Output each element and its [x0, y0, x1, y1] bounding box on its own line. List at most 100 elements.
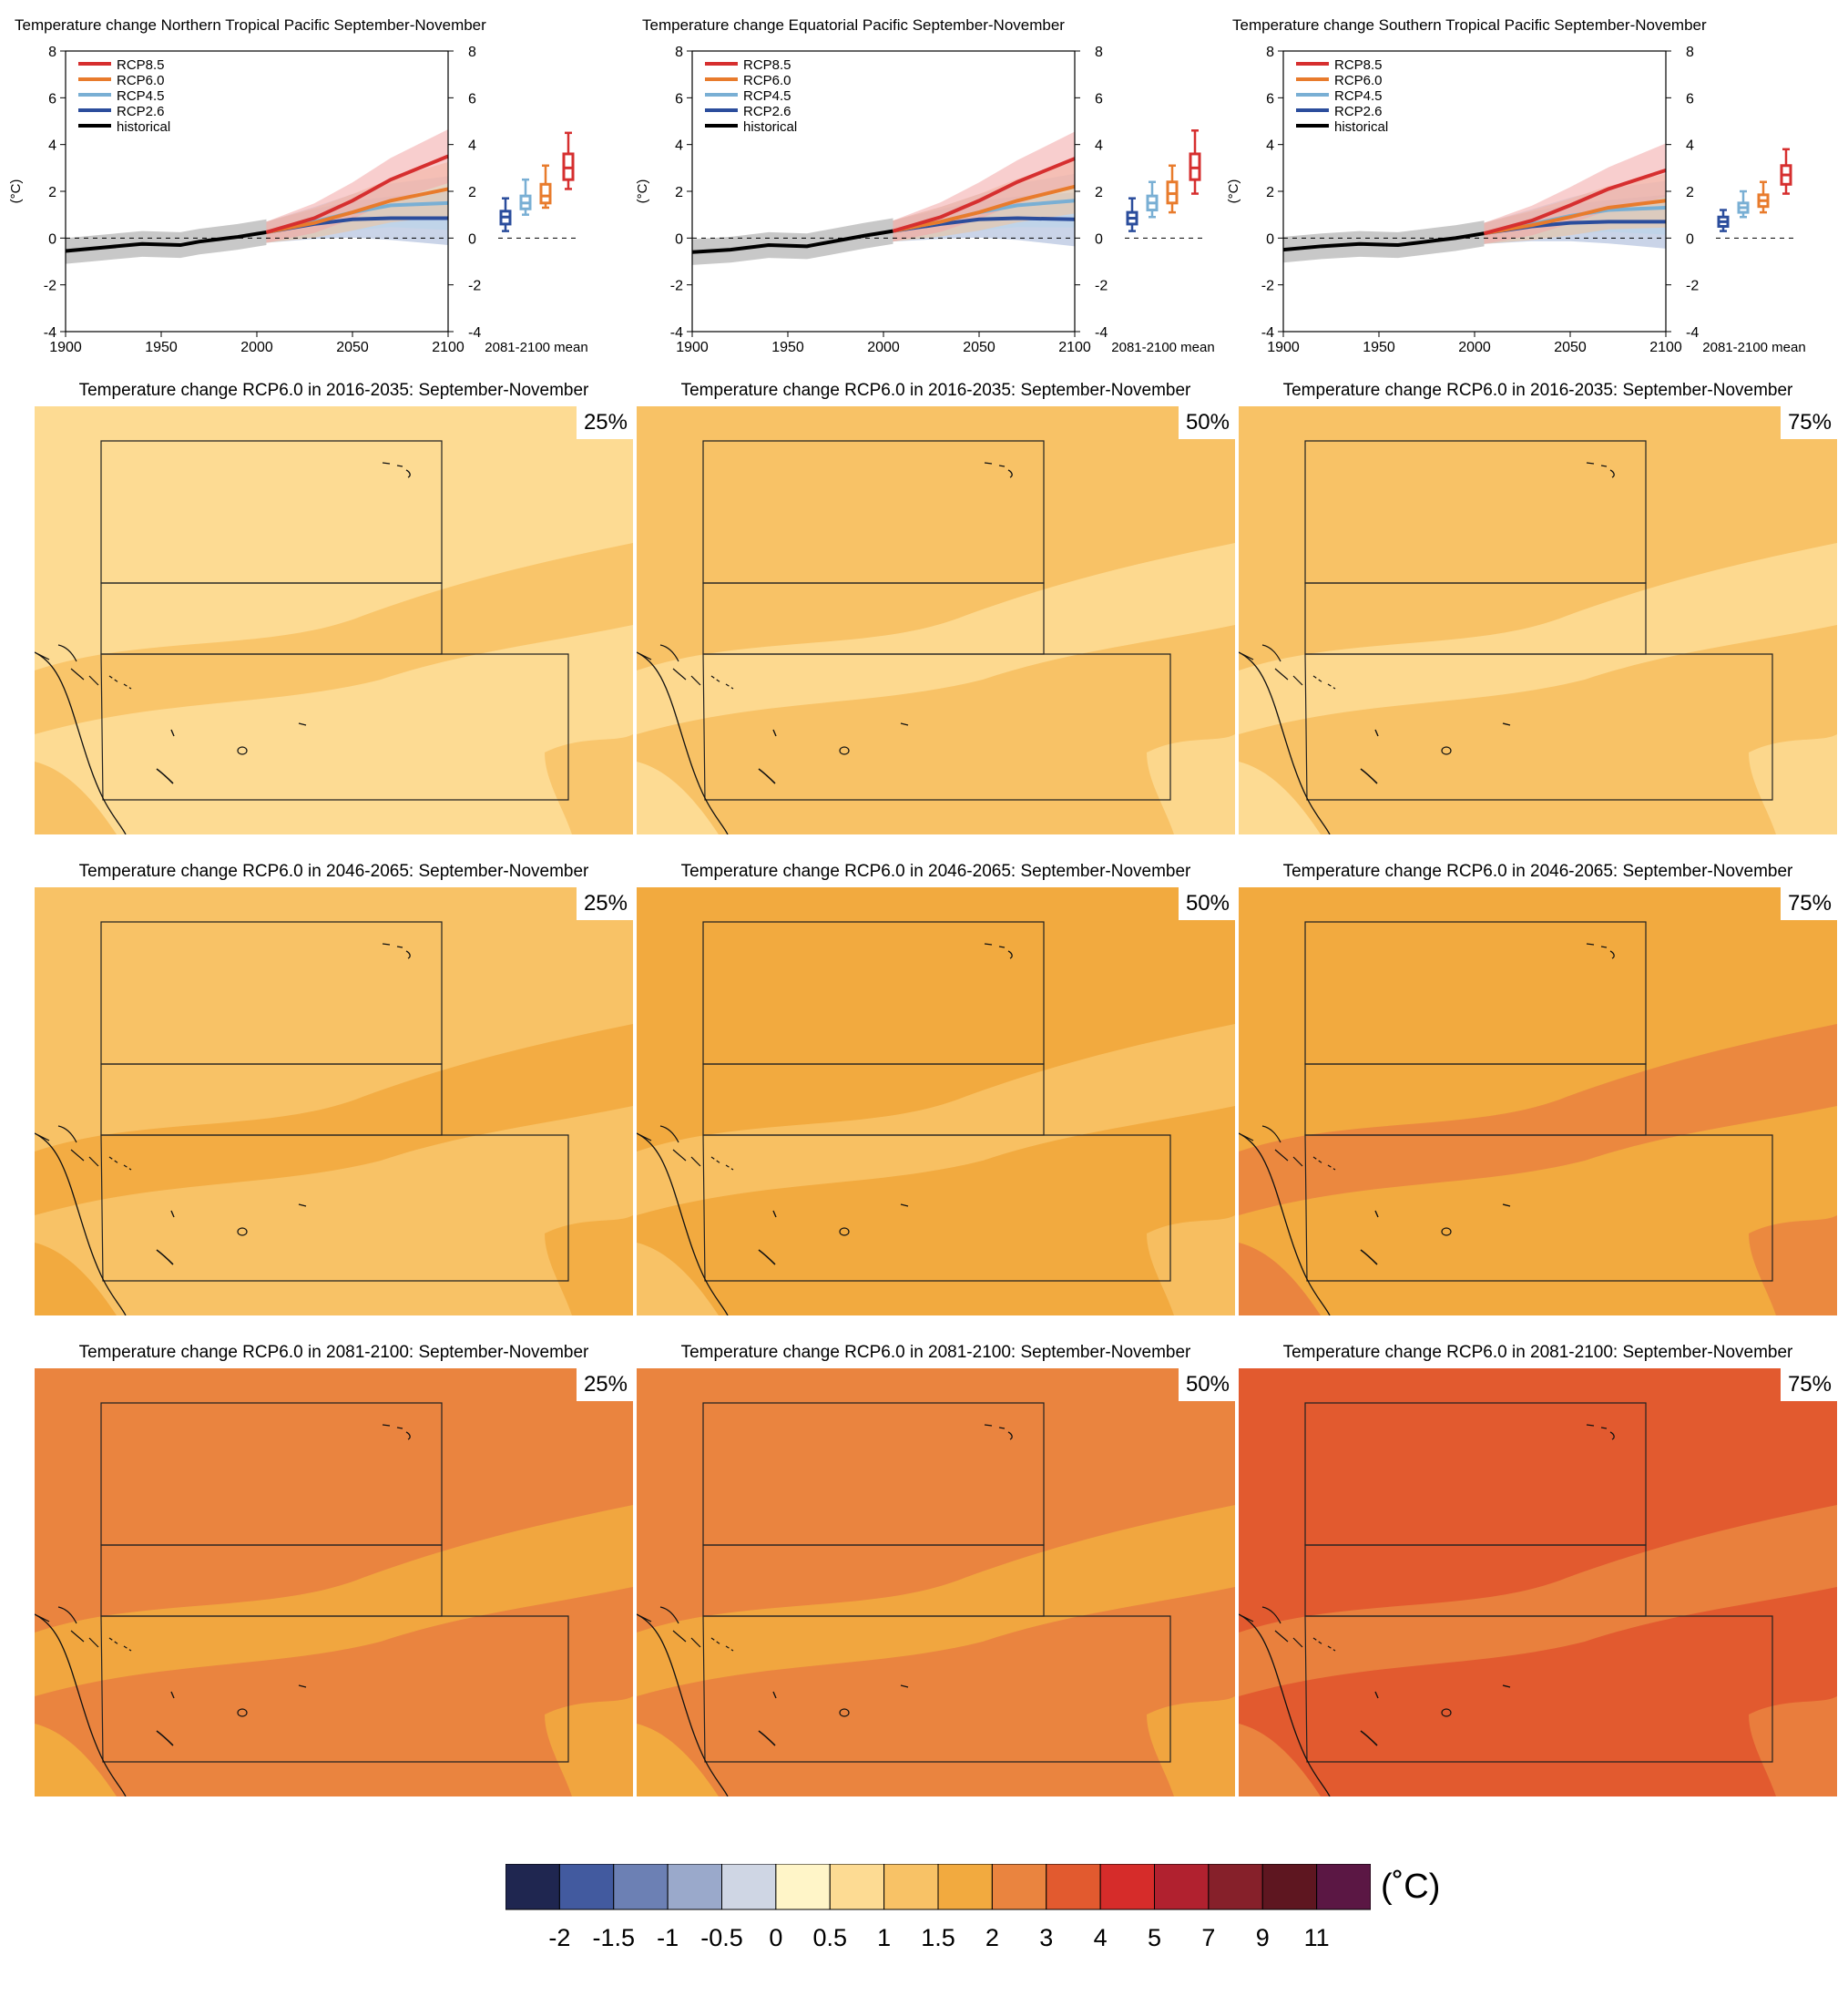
- coastline-australia: [35, 1613, 127, 1796]
- y-tick-label: 6: [1095, 91, 1103, 107]
- island-hawaii: [984, 462, 1013, 478]
- y-tick-label: 6: [675, 91, 683, 107]
- contour-band: [1749, 1215, 1837, 1315]
- coastline-png: [639, 1606, 701, 1648]
- island-fiji: [839, 1708, 850, 1717]
- region-box-south: [100, 1615, 569, 1763]
- coastline-solomons: [710, 1637, 734, 1652]
- contour-band: [35, 1243, 117, 1315]
- map-plot: [637, 406, 1235, 834]
- island-hawaii: [1586, 1424, 1615, 1440]
- y-tick-label: 0: [675, 231, 683, 247]
- legend-label: RCP4.5: [743, 88, 791, 104]
- map-panel: 75%: [1239, 1368, 1837, 1796]
- box-label: 2081-2100 mean: [1111, 340, 1214, 355]
- colorbar-swatch: [1046, 1864, 1101, 1910]
- percentile-label: 25%: [576, 887, 633, 920]
- map-panel: 25%: [35, 887, 633, 1315]
- contour-band: [1239, 1724, 1321, 1796]
- region-box-south: [702, 1615, 1171, 1763]
- contour-band: [35, 1505, 633, 1696]
- x-tick-label: 2000: [240, 340, 273, 355]
- timeseries-plot: -4 -4 -2 -2 0 0 2 2 4 4 6 6 8 8 1900 1950 2000 2050 2100 (°…: [8, 45, 588, 355]
- island-hawaii: [382, 1424, 411, 1440]
- y-tick-label: 8: [48, 45, 56, 60]
- y-tick-label: 8: [1095, 45, 1103, 60]
- island-vanuatu: [772, 1210, 777, 1218]
- x-tick-label: 2100: [432, 340, 465, 355]
- x-tick-label: 2050: [1554, 340, 1587, 355]
- region-box-south: [1304, 653, 1773, 801]
- colorbar-swatch: [829, 1864, 885, 1910]
- contour-band: [637, 1505, 1235, 1696]
- map-title: Temperature change RCP6.0 in 2016-2035: …: [680, 381, 1191, 400]
- box-iqr: [539, 182, 552, 205]
- coastline-solomons: [1312, 1637, 1336, 1652]
- coastline-australia: [35, 651, 127, 834]
- coastline-australia: [637, 1132, 729, 1315]
- contour-band: [1147, 734, 1235, 834]
- coastline-png: [1241, 1125, 1303, 1167]
- colorbar-tick-label: 5: [1147, 1924, 1162, 1951]
- colorbar-tick-label: 1.5: [921, 1924, 955, 1951]
- island-hawaii: [382, 462, 411, 478]
- map-title: Temperature change RCP6.0 in 2081-2100: …: [1282, 1343, 1793, 1362]
- colorbar-swatch: [1208, 1864, 1263, 1910]
- y-tick-label: 2: [675, 185, 683, 200]
- y-tick-label: -2: [1261, 279, 1274, 294]
- coastline-png: [37, 1125, 99, 1167]
- region-box-south: [702, 1134, 1171, 1282]
- y-tick-label: -2: [1686, 279, 1699, 294]
- island-new-caledonia: [758, 1730, 776, 1746]
- series-line-rcp6.0: [1484, 199, 1667, 236]
- y-tick-label: 8: [468, 45, 476, 60]
- colorbar-swatch: [613, 1864, 669, 1910]
- x-tick-label: 1900: [49, 340, 82, 355]
- island-new-caledonia: [156, 768, 174, 784]
- y-tick-label: 6: [468, 91, 476, 107]
- map-panel: 75%: [1239, 887, 1837, 1315]
- island-fiji: [237, 1708, 248, 1717]
- y-axis-label: (°C): [8, 179, 24, 204]
- y-axis-label: (°C): [1226, 179, 1241, 204]
- legend-label: RCP6.0: [117, 73, 165, 88]
- y-tick-label: -2: [468, 279, 481, 294]
- island-fiji: [839, 1227, 850, 1236]
- map-title: Temperature change RCP6.0 in 2046-2065: …: [78, 862, 589, 881]
- island-fiji: [237, 1227, 248, 1236]
- y-tick-label: 2: [1266, 185, 1274, 200]
- legend-label: historical: [743, 119, 797, 135]
- percentile-label: 50%: [1178, 1368, 1235, 1401]
- y-tick-label: -4: [468, 325, 481, 341]
- island-samoa: [1502, 1203, 1511, 1207]
- coastline-australia: [1239, 651, 1331, 834]
- y-tick-label: 2: [1095, 185, 1103, 200]
- percentile-label: 75%: [1780, 887, 1837, 920]
- map-plot: [637, 1368, 1235, 1796]
- contour-band: [35, 1024, 633, 1215]
- legend-label: RCP2.6: [1334, 104, 1383, 119]
- map-title: Temperature change RCP6.0 in 2016-2035: …: [1282, 381, 1793, 400]
- y-tick-label: -2: [1095, 279, 1108, 294]
- contour-band: [35, 543, 633, 734]
- colorbar-tick-label: -0.5: [700, 1924, 743, 1951]
- series-line-rcp8.5: [892, 157, 1076, 233]
- x-tick-label: 2050: [336, 340, 369, 355]
- box-label: 2081-2100 mean: [485, 340, 587, 355]
- map-plot: [35, 1368, 633, 1796]
- contour-band: [1147, 1696, 1235, 1796]
- legend-label: RCP4.5: [117, 88, 165, 104]
- y-tick-label: 0: [1686, 231, 1694, 247]
- contour-band: [35, 1724, 117, 1796]
- coastline-australia: [35, 1132, 127, 1315]
- colorbar-swatch: [883, 1864, 939, 1910]
- y-tick-label: 2: [48, 185, 56, 200]
- colorbar-unit: (˚C): [1381, 1868, 1441, 1906]
- map-plot: [1239, 887, 1837, 1315]
- contour-band: [545, 1696, 633, 1796]
- region-box-south: [1304, 1615, 1773, 1763]
- map-panel: 25%: [35, 406, 633, 834]
- series-line-rcp6.0: [893, 184, 1076, 233]
- map-title: Temperature change RCP6.0 in 2046-2065: …: [1282, 862, 1793, 881]
- island-fiji: [1441, 1227, 1452, 1236]
